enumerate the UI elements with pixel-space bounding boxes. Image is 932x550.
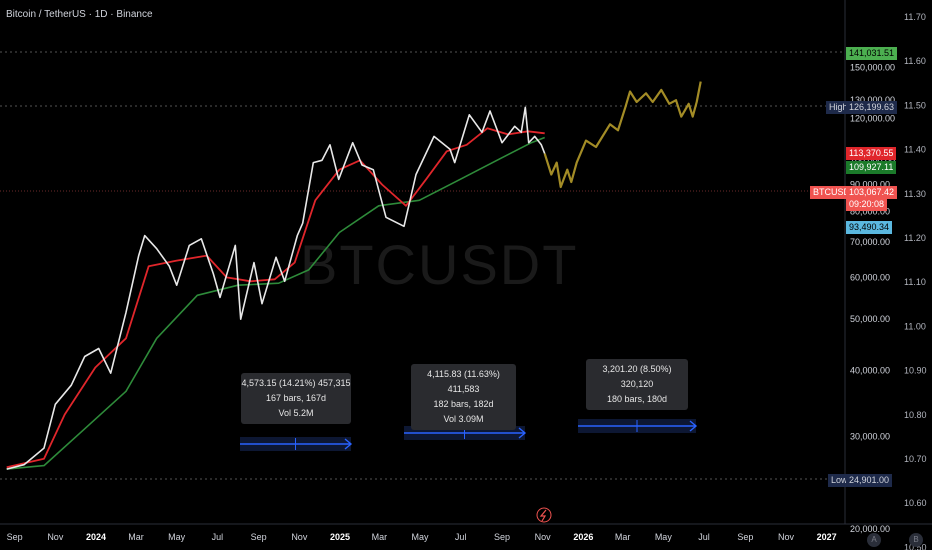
event-marker-icon[interactable] <box>536 507 552 523</box>
log-tick: 11.40 <box>904 145 926 155</box>
time-tick: Sep <box>737 532 753 542</box>
time-tick: Jul <box>455 532 467 542</box>
price-tick: 70,000.00 <box>850 237 890 247</box>
measure-1-change: 4,573.15 (14.21%) 457,315 <box>241 378 351 388</box>
log-tick: 10.90 <box>904 366 927 376</box>
series-projection <box>543 81 702 189</box>
time-tick: Sep <box>7 532 23 542</box>
settings-button[interactable]: B <box>909 533 923 547</box>
tag-projection-top: 141,031.51 <box>846 47 898 60</box>
tag-countdown: 09:20:08 <box>846 198 888 211</box>
log-tick: 11.60 <box>904 56 926 66</box>
price-tick: 60,000.00 <box>850 272 890 282</box>
measure-2-change: 4,115.83 (11.63%) 411,583 <box>427 369 500 394</box>
price-tick: 30,000.00 <box>850 431 890 441</box>
measure-arrowhead-3 <box>689 420 698 432</box>
time-tick: Sep <box>494 532 510 542</box>
time-tick: Mar <box>128 532 144 542</box>
log-tick: 11.70 <box>904 12 926 22</box>
log-tick: 10.60 <box>904 498 927 508</box>
tag-last-price: 103,067.42 <box>846 186 898 199</box>
measure-1-bars: 167 bars, 167d <box>265 393 327 403</box>
lightning-icon <box>539 509 547 522</box>
measure-arrowhead-2 <box>518 427 527 439</box>
price-tick: 100,000.00 <box>850 155 895 165</box>
log-tick: 11.20 <box>904 233 926 243</box>
log-tick: 11.10 <box>904 277 926 287</box>
time-tick: Nov <box>291 532 308 542</box>
symbol-watermark: BTCUSDT <box>300 233 579 296</box>
price-tick: 40,000.00 <box>850 365 890 375</box>
time-tick: 2025 <box>330 532 350 542</box>
time-tick: Nov <box>535 532 552 542</box>
tag-ema-red: 113,370.55 <box>846 147 897 160</box>
time-tick: 2027 <box>817 532 837 542</box>
time-tick: Sep <box>251 532 267 542</box>
time-tick: Jul <box>212 532 224 542</box>
tag-ema-green: 109,927.11 <box>846 161 897 174</box>
time-tick: 2026 <box>573 532 593 542</box>
time-tick: Mar <box>372 532 388 542</box>
price-tick: 150,000.00 <box>850 62 895 72</box>
log-tick: 10.70 <box>904 454 927 464</box>
price-tick: 80,000.00 <box>850 206 890 216</box>
tag-low: 24,901.00 <box>846 474 893 487</box>
auto-scale-button[interactable]: A <box>867 533 881 547</box>
measure-box-2[interactable]: 4,115.83 (11.63%) 411,583 182 bars, 182d… <box>411 364 516 430</box>
price-tick: 120,000.00 <box>850 114 895 124</box>
price-tick: 50,000.00 <box>850 314 890 324</box>
time-tick: May <box>655 532 673 542</box>
measure-2-vol: Vol 3.09M <box>443 414 484 424</box>
measure-box-1[interactable]: 4,573.15 (14.21%) 457,315 167 bars, 167d… <box>241 373 351 424</box>
log-tick: 11.50 <box>904 100 926 110</box>
time-tick: Nov <box>778 532 795 542</box>
log-tick: 10.80 <box>904 410 927 420</box>
time-tick: May <box>168 532 186 542</box>
tag-low-caption: Low <box>828 474 851 487</box>
time-tick: Mar <box>615 532 631 542</box>
measure-2-bars: 182 bars, 182d <box>433 399 494 409</box>
measure-box-3[interactable]: 3,201.20 (8.50%) 320,120 180 bars, 180d <box>586 359 688 410</box>
log-tick: 11.30 <box>904 189 926 199</box>
price-tick: 20,000.00 <box>850 524 890 534</box>
time-tick: Jul <box>698 532 710 542</box>
series-btcusdt <box>6 106 546 470</box>
price-tick: 90,000.00 <box>850 179 890 189</box>
series-ema <box>6 127 545 469</box>
time-tick: Nov <box>47 532 64 542</box>
chart-title: Bitcoin / TetherUS · 1D · Binance <box>6 9 153 20</box>
time-tick: May <box>411 532 429 542</box>
measure-arrowhead-1 <box>344 438 353 450</box>
measure-3-change: 3,201.20 (8.50%) 320,120 <box>602 364 672 389</box>
tag-high-caption: High <box>826 101 851 114</box>
tag-high: 126,199.63 <box>846 101 898 114</box>
price-tick: 130,000.00 <box>850 95 895 105</box>
measure-3-bars: 180 bars, 180d <box>606 394 668 404</box>
measure-1-vol: Vol 5.2M <box>278 408 314 418</box>
series-sma <box>6 136 545 470</box>
log-tick: 11.00 <box>904 321 926 331</box>
time-tick: 2024 <box>86 532 106 542</box>
tag-level: 93,490.34 <box>846 221 893 234</box>
